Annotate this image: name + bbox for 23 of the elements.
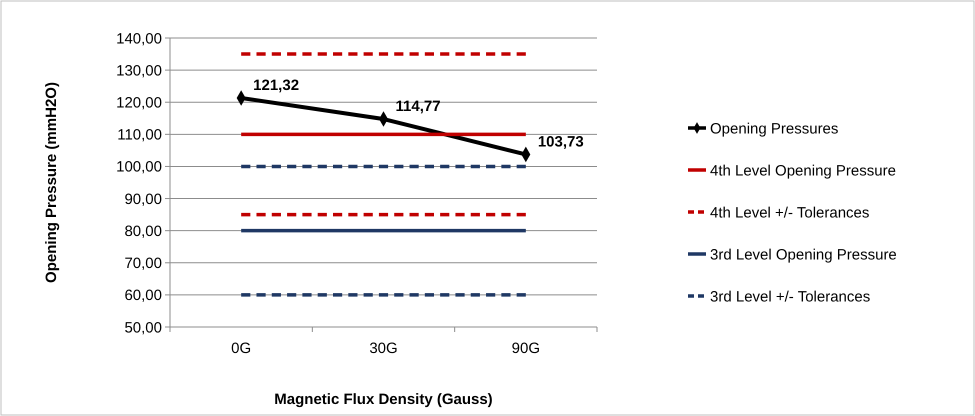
y-tick-label: 70,00 bbox=[124, 255, 162, 272]
x-tick-label: 0G bbox=[231, 340, 252, 357]
y-tick-label: 80,00 bbox=[124, 222, 162, 240]
data-label: 121,32 bbox=[253, 76, 300, 94]
legend-label: Opening Pressures bbox=[710, 120, 838, 138]
y-tick-label: 60,00 bbox=[124, 287, 162, 304]
x-tick-label: 30G bbox=[369, 340, 398, 357]
y-tick-label: 110,00 bbox=[117, 126, 162, 144]
y-axis-title: Opening Pressure (mmH2O) bbox=[43, 82, 60, 283]
y-tick-label: 100,00 bbox=[116, 158, 162, 176]
legend-label: 4th Level +/- Tolerances bbox=[710, 204, 870, 222]
y-tick-label: 140,00 bbox=[116, 30, 162, 48]
data-label: 103,73 bbox=[538, 133, 584, 150]
y-tick-label: 130,00 bbox=[116, 62, 162, 80]
data-label: 114,77 bbox=[396, 98, 441, 116]
y-tick-label: 90,00 bbox=[124, 190, 162, 208]
y-tick-label: 50,00 bbox=[124, 319, 162, 336]
legend-label: 3rd Level +/- Tolerances bbox=[710, 288, 870, 306]
legend-label: 3rd Level Opening Pressure bbox=[710, 246, 897, 264]
x-axis-title: Magnetic Flux Density (Gauss) bbox=[274, 391, 493, 408]
y-tick-label: 120,00 bbox=[116, 94, 162, 112]
x-tick-label: 90G bbox=[512, 340, 540, 357]
legend-label: 4th Level Opening Pressure bbox=[710, 162, 896, 180]
